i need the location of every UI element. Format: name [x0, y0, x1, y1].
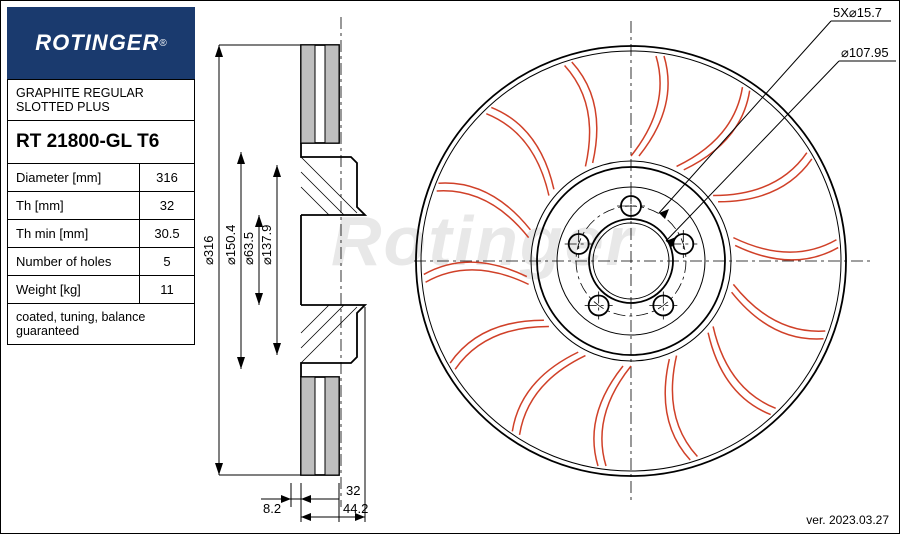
dim-offset: 8.2	[263, 501, 281, 516]
slot	[650, 356, 720, 459]
brand-logo: ROTINGER®	[7, 7, 195, 79]
section-view: ⌀316 ⌀150.4 ⌀63.5 ⌀137.9 8.2 32 44.2	[201, 7, 421, 527]
spec-label: Number of holes	[8, 248, 140, 276]
slot	[733, 215, 837, 266]
front-view: 5X⌀15.7 ⌀107.95	[411, 1, 900, 521]
spec-value: 316	[140, 164, 195, 192]
spec-value: 30.5	[140, 220, 195, 248]
dim-1: ⌀150.4	[223, 225, 238, 265]
slot	[542, 64, 612, 167]
slot	[727, 284, 831, 335]
product-line: GRAPHITE REGULAR SLOTTED PLUS	[8, 80, 195, 121]
spec-value: 32	[140, 192, 195, 220]
spec-table: GRAPHITE REGULAR SLOTTED PLUS RT 21800-G…	[7, 79, 195, 345]
bolt-callout: 5X⌀15.7	[833, 5, 882, 20]
part-number: RT 21800-GL T6	[8, 121, 195, 164]
spec-label: Weight [kg]	[8, 276, 140, 304]
slot	[431, 187, 535, 238]
hub-callout: ⌀107.95	[841, 45, 889, 60]
dim-2: ⌀63.5	[241, 232, 256, 265]
slot	[631, 56, 660, 156]
dim-th: 32	[346, 483, 360, 498]
brand-text: ROTINGER	[35, 30, 159, 56]
slot	[453, 304, 549, 389]
slot	[602, 366, 631, 466]
spec-label: Th [mm]	[8, 192, 140, 220]
dim-flange: 44.2	[343, 501, 368, 516]
slot	[713, 133, 809, 218]
spec-label: Th min [mm]	[8, 220, 140, 248]
spec-notes: coated, tuning, balance guaranteed	[8, 304, 195, 345]
dim-outer: ⌀316	[201, 235, 216, 265]
dim-3: ⌀137.9	[259, 225, 274, 265]
spec-value: 5	[140, 248, 195, 276]
slot	[425, 256, 529, 307]
spec-value: 11	[140, 276, 195, 304]
spec-label: Diameter [mm]	[8, 164, 140, 192]
